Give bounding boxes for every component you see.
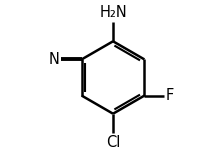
Text: N: N: [49, 52, 59, 67]
Text: Cl: Cl: [106, 135, 120, 150]
Text: H₂N: H₂N: [99, 5, 127, 20]
Text: F: F: [165, 88, 174, 103]
